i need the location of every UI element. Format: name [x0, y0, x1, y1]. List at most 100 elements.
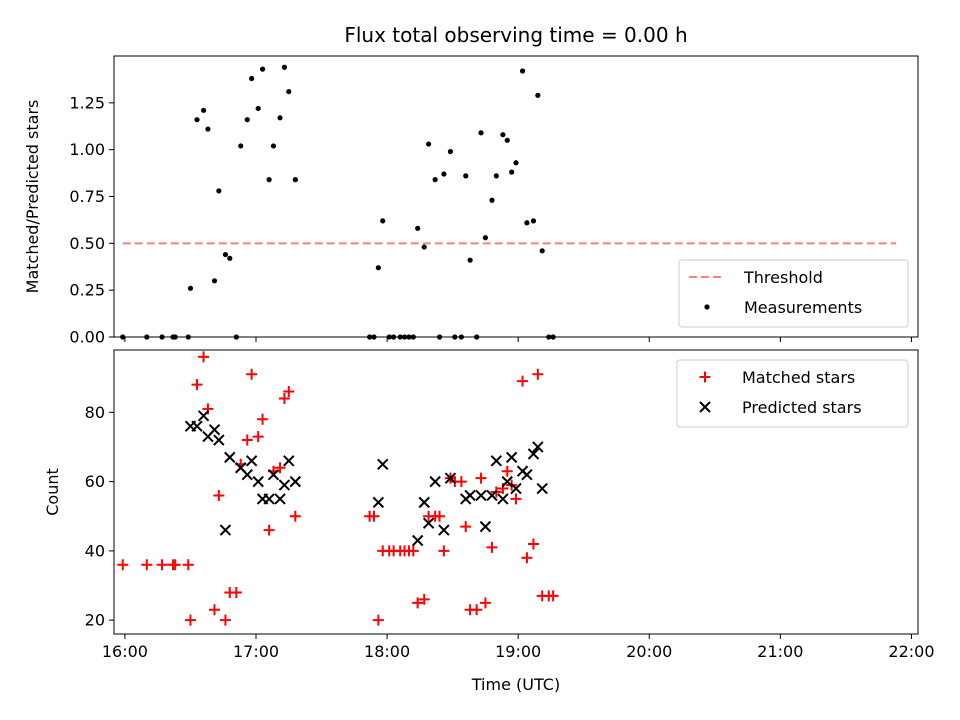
matched-star-point: [368, 510, 380, 522]
predicted-star-point: [245, 455, 258, 467]
measurement-point: [452, 334, 458, 340]
measurement-point: [500, 132, 506, 138]
matched-star-point: [230, 586, 242, 598]
measurement-point: [380, 218, 386, 224]
measurement-point: [432, 177, 438, 183]
measurement-point: [441, 171, 447, 177]
predicted-star-point: [497, 493, 509, 505]
measurement-point: [249, 75, 255, 82]
measurement-point: [410, 334, 416, 340]
measurement-point: [397, 334, 403, 340]
legend-label: Measurements: [744, 298, 862, 317]
top-y-axis-label: Matched/Predicted stars: [23, 100, 42, 294]
measurement-point: [401, 334, 408, 340]
measurement-point: [227, 255, 233, 261]
measurement-point: [371, 334, 377, 340]
matched-star-point: [156, 559, 168, 571]
matched-star-point: [521, 552, 533, 564]
legend-matched-swatch: [699, 371, 711, 383]
predicted-star-point: [486, 489, 498, 502]
matched-star-point: [283, 386, 295, 398]
matched-star-point: [438, 545, 450, 557]
measurement-point: [463, 173, 469, 179]
measurement-point: [194, 117, 200, 123]
predicted-star-point: [208, 423, 221, 436]
measurement-point: [550, 334, 556, 340]
x-tick-label: 16:00: [102, 642, 148, 661]
predicted-star-point: [510, 482, 522, 495]
matched-star-point: [241, 434, 253, 446]
measurement-point: [216, 188, 222, 194]
predicted-star-point: [219, 524, 232, 536]
measurement-point: [504, 137, 510, 143]
matched-star-point: [471, 604, 483, 616]
measurement-point: [436, 334, 443, 340]
matched-star-point: [455, 476, 467, 488]
predicted-star-point: [532, 441, 544, 453]
measurement-point: [205, 126, 211, 132]
measurement-point: [244, 117, 250, 123]
top-y-tick-label: 0.50: [69, 234, 105, 253]
measurement-point: [211, 278, 218, 284]
x-tick-label: 18:00: [364, 642, 410, 661]
measurement-point: [478, 130, 484, 136]
legend-label: Predicted stars: [742, 398, 862, 417]
measurement-point: [509, 169, 515, 175]
measurement-point: [406, 334, 412, 340]
matched-star-point: [527, 538, 539, 550]
bottom-y-tick-label: 80: [85, 403, 105, 422]
measurement-point: [185, 334, 191, 340]
matched-star-point: [198, 351, 210, 363]
predicted-star-point: [438, 524, 450, 536]
predicted-star-point: [444, 472, 457, 484]
predicted-star-point: [197, 410, 210, 422]
measurement-point: [367, 334, 373, 340]
legend-label: Threshold: [743, 268, 823, 287]
predicted-star-point: [429, 475, 441, 488]
measurement-point: [415, 225, 421, 231]
bottom-data-marks: [117, 351, 559, 626]
measurement-point: [386, 334, 392, 340]
matched-star-point: [182, 559, 194, 571]
measurement-point: [474, 334, 480, 340]
matched-star-point: [418, 593, 430, 605]
matched-star-point: [117, 559, 129, 571]
measurement-point: [493, 173, 499, 179]
predicted-star-point: [422, 517, 435, 529]
x-tick-label: 17:00: [233, 642, 279, 661]
matched-star-point: [547, 590, 559, 602]
predicted-star-point: [372, 496, 385, 509]
matched-star-point: [141, 559, 153, 571]
measurement-point: [519, 68, 526, 74]
measurement-point: [530, 218, 537, 224]
predicted-star-point: [213, 434, 225, 446]
top-panel: 0.00 0.25 0.50 0.75 1.00 1.25 Matched/Predicte…: [23, 55, 919, 347]
matched-star-point: [274, 462, 286, 474]
measurement-point: [266, 177, 272, 183]
predicted-star-point: [536, 482, 548, 495]
x-tick-label: 21:00: [757, 642, 803, 661]
measurement-point: [255, 105, 261, 112]
matched-star-point: [263, 524, 275, 536]
predicted-star-point: [501, 475, 513, 488]
predicted-star-point: [278, 479, 291, 491]
predicted-star-point: [479, 520, 492, 533]
matched-star-point: [257, 413, 269, 425]
measurement-point: [281, 64, 288, 70]
top-y-tick-label: 0.25: [69, 281, 105, 300]
predicted-star-point: [527, 448, 540, 460]
predicted-star-point: [464, 489, 476, 502]
matched-star-point: [209, 604, 220, 616]
measurement-point: [259, 66, 266, 72]
bottom-panel: 16:00 17:00 18:00 19:00 20:00 21:00 22:00 20 40 6…: [43, 349, 935, 661]
measurement-point: [222, 251, 229, 258]
x-tick-label: 22:00: [888, 642, 934, 661]
top-data-marks: [120, 64, 556, 340]
matched-star-point: [517, 375, 529, 387]
measurement-point: [270, 143, 277, 149]
matched-star-point: [289, 510, 301, 522]
legend-predicted-swatch: [699, 401, 711, 413]
x-tick-label: 20:00: [626, 642, 672, 661]
measurement-point: [187, 285, 194, 291]
